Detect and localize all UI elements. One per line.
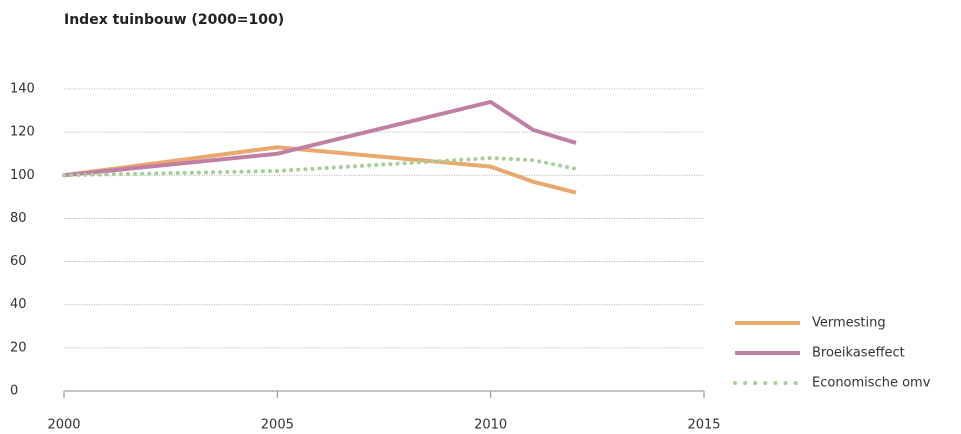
x-tick-label: 2005 [261, 418, 294, 433]
y-tick-label: 80 [10, 211, 27, 226]
x-tick-label: 2000 [47, 418, 80, 433]
y-tick-label: 140 [10, 82, 35, 97]
y-tick-label: 40 [10, 297, 27, 312]
legend-label: Vermesting [812, 316, 886, 331]
legend-label: Economische omv [812, 376, 931, 391]
x-tick-label: 2015 [687, 418, 720, 433]
y-tick-label: 0 [10, 384, 18, 399]
data-line [62, 156, 578, 178]
legend-label: Broeikaseffect [812, 346, 905, 361]
chart-title: Index tuinbouw (2000=100) [64, 12, 284, 28]
data-line [63, 145, 577, 195]
x-tick-label: 2010 [474, 418, 507, 433]
y-tick-label: 100 [10, 168, 35, 183]
y-tick-label: 20 [10, 340, 27, 355]
y-tick-label: 60 [10, 254, 27, 269]
data-line [63, 99, 577, 178]
y-tick-label: 120 [10, 125, 35, 140]
